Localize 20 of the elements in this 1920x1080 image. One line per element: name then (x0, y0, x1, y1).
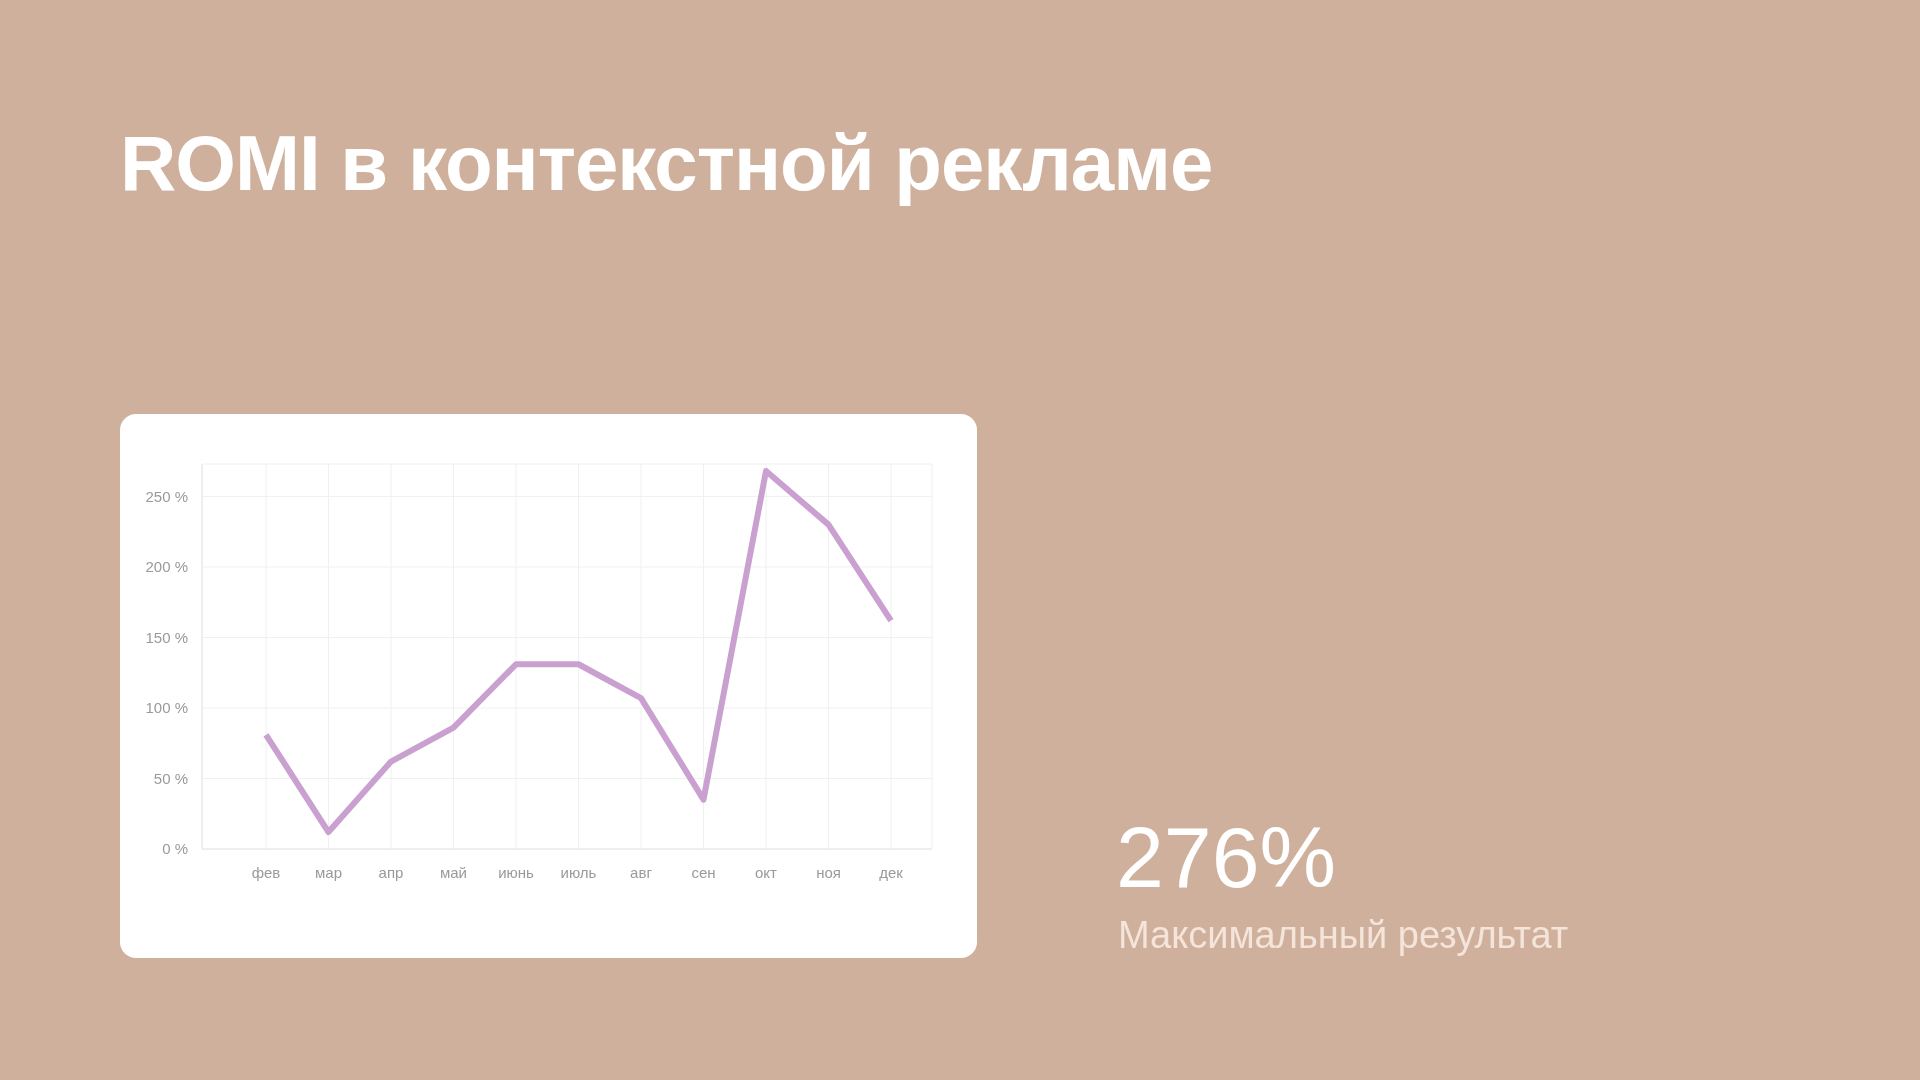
x-tick-label: фев (251, 863, 281, 881)
x-tick-label: июнь (498, 863, 535, 881)
x-tick-label: мар (315, 863, 342, 881)
x-tick-label: сен (691, 863, 716, 881)
text: Максимальный результат (1118, 914, 1569, 957)
y-tick-label: 50 % (153, 769, 188, 787)
x-tick-label: май (439, 863, 468, 881)
y-tick-label: 100 % (145, 699, 188, 717)
y-tick-label: 0 % (162, 840, 188, 858)
x-tick-label: дек (879, 863, 904, 881)
x-tick-label: июль (560, 863, 597, 881)
y-tick-label: 200 % (145, 558, 188, 576)
y-tick-label: 150 % (145, 628, 188, 646)
chart-title: ROMI в контекстной рекламе (120, 118, 1213, 209)
x-tick-label: апр (378, 863, 404, 881)
x-tick-label: ноя (816, 863, 841, 881)
y-tick-label: 250 % (145, 487, 188, 505)
x-tick-label: окт (755, 863, 778, 881)
x-tick-label: авг (630, 863, 653, 881)
text: 276% (1116, 808, 1336, 907)
